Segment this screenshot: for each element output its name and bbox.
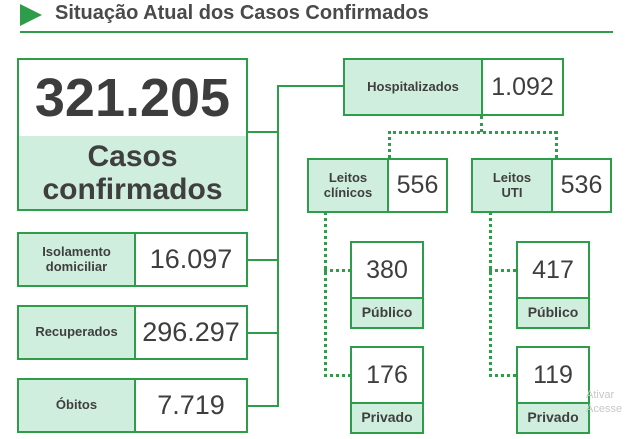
recuperados-label: Recuperados bbox=[19, 307, 136, 358]
clinicos-privado-label: Privado bbox=[352, 402, 422, 432]
recuperados-card: Recuperados 296.297 bbox=[17, 305, 248, 360]
leitos-uti-card: Leitos UTI 536 bbox=[471, 158, 612, 213]
dotted-connector-leitos-bar bbox=[388, 131, 557, 134]
connector-trunk bbox=[277, 85, 279, 407]
leitos-clinicos-label: Leitos clínicos bbox=[309, 160, 389, 211]
leitos-uti-label: Leitos UTI bbox=[473, 160, 553, 211]
obitos-value: 7.719 bbox=[157, 390, 225, 420]
obitos-label: Óbitos bbox=[19, 380, 136, 431]
watermark-line1: Ativar bbox=[586, 389, 615, 401]
casos-confirmados-value: 321.205 bbox=[34, 68, 231, 128]
connector-recuperados bbox=[248, 332, 279, 334]
leitos-clinicos-label-line2: clínicos bbox=[323, 184, 373, 200]
casos-label-line1: Casos bbox=[87, 139, 178, 173]
isolamento-card: Isolamento domiciliar 16.097 bbox=[17, 232, 248, 287]
dotted-connector-uti-trunk bbox=[489, 212, 492, 377]
casos-label-line2: confirmados bbox=[42, 172, 223, 206]
leitos-clinicos-card: Leitos clínicos 556 bbox=[307, 158, 448, 213]
leitos-uti-label-line1: Leitos bbox=[492, 170, 532, 186]
clinicos-publico-value: 380 bbox=[366, 255, 408, 284]
hospitalizados-value: 1.092 bbox=[491, 72, 554, 101]
clinicos-publico-label: Público bbox=[352, 297, 422, 327]
title-divider bbox=[20, 31, 613, 33]
uti-privado-label: Privado bbox=[518, 402, 588, 432]
isolamento-value: 16.097 bbox=[149, 244, 233, 274]
leitos-clinicos-label-line1: Leitos bbox=[328, 170, 368, 186]
dotted-connector-clinicos-drop bbox=[388, 131, 391, 158]
connector-hospitalizados bbox=[277, 85, 344, 87]
dotted-connector-hosp bbox=[480, 116, 483, 132]
connector-casos bbox=[248, 131, 279, 133]
activation-watermark: Ativar Acesse C bbox=[586, 388, 625, 417]
isolamento-label-line1: Isolamento bbox=[42, 244, 111, 260]
casos-confirmados-label: Casos confirmados bbox=[19, 136, 246, 209]
isolamento-label: Isolamento domiciliar bbox=[19, 234, 136, 285]
page-title: Situação Atual dos Casos Confirmados bbox=[55, 2, 429, 24]
clinicos-privado-card: 176 Privado bbox=[350, 346, 424, 434]
uti-privado-value: 119 bbox=[533, 360, 573, 389]
dotted-connector-clinicos-privado bbox=[324, 374, 351, 377]
hospitalizados-card: Hospitalizados 1.092 bbox=[343, 58, 564, 116]
uti-publico-card: 417 Público bbox=[516, 241, 590, 329]
leitos-uti-label-line2: UTI bbox=[501, 184, 523, 200]
connector-isolamento bbox=[248, 259, 279, 261]
hospitalizados-label: Hospitalizados bbox=[345, 60, 483, 114]
title-arrow-icon bbox=[20, 4, 42, 26]
leitos-clinicos-value: 556 bbox=[396, 171, 439, 199]
recuperados-value: 296.297 bbox=[142, 317, 240, 347]
watermark-line2: Acesse C bbox=[586, 403, 625, 416]
obitos-card: Óbitos 7.719 bbox=[17, 378, 248, 433]
uti-publico-label: Público bbox=[518, 297, 588, 327]
clinicos-publico-card: 380 Público bbox=[350, 241, 424, 329]
dotted-connector-uti-drop bbox=[555, 131, 558, 158]
dotted-connector-clinicos-trunk bbox=[324, 212, 327, 377]
leitos-uti-value: 536 bbox=[560, 171, 603, 199]
dotted-connector-uti-privado bbox=[489, 374, 516, 377]
connector-obitos bbox=[248, 405, 279, 407]
dotted-connector-clinicos-publico bbox=[324, 269, 351, 272]
uti-publico-value: 417 bbox=[532, 255, 574, 284]
dotted-connector-uti-publico bbox=[489, 269, 516, 272]
isolamento-label-line2: domiciliar bbox=[45, 258, 108, 274]
casos-confirmados-card: 321.205 Casos confirmados bbox=[17, 58, 248, 211]
clinicos-privado-value: 176 bbox=[366, 360, 408, 389]
uti-privado-card: 119 Privado bbox=[516, 346, 590, 434]
